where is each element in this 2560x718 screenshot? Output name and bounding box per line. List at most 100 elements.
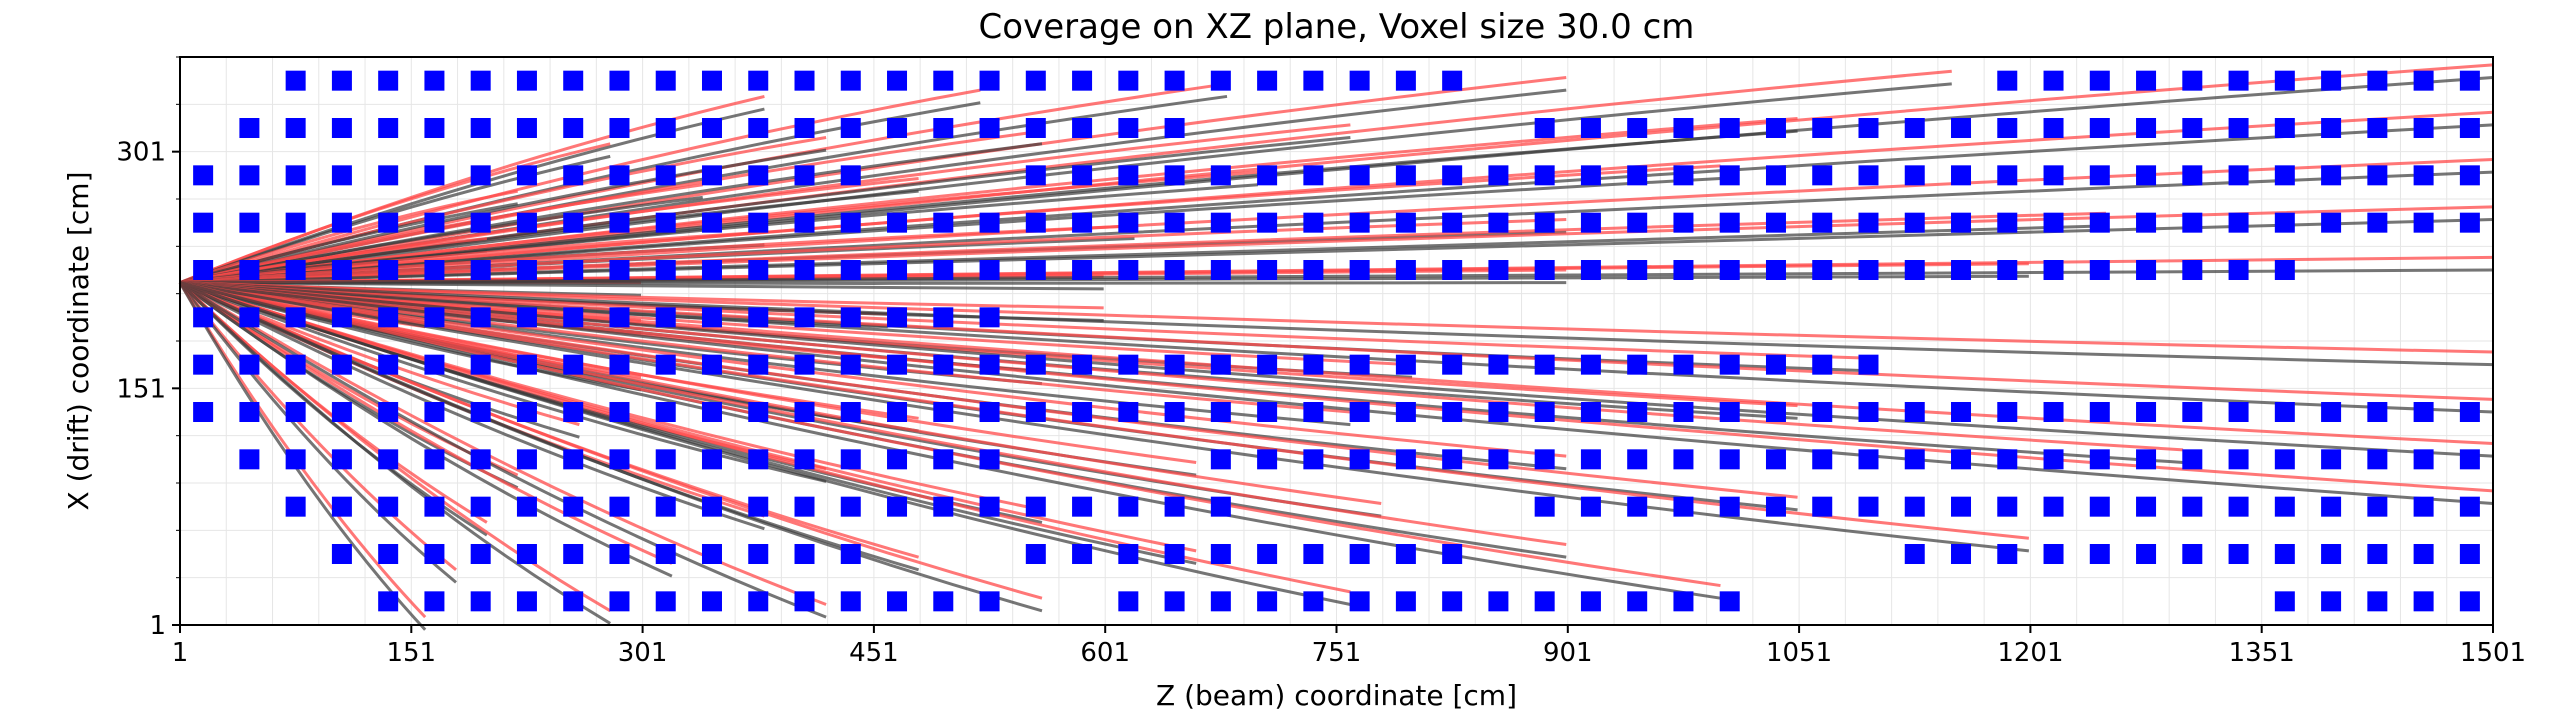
voxel-marker xyxy=(239,118,260,138)
voxel-marker xyxy=(979,70,1000,91)
voxel-marker xyxy=(1580,591,1601,612)
voxel-marker xyxy=(1349,544,1370,564)
voxel-marker xyxy=(1765,118,1786,138)
voxel-marker xyxy=(2043,449,2064,470)
track-line-true xyxy=(178,281,457,571)
voxel-marker xyxy=(794,591,815,612)
voxel-marker xyxy=(1997,118,2018,138)
voxel-marker xyxy=(1118,118,1139,138)
voxel-marker xyxy=(1072,402,1093,422)
voxel-marker xyxy=(1210,402,1231,422)
voxel-marker xyxy=(1997,496,2018,517)
voxel-marker xyxy=(285,70,306,91)
voxel-marker xyxy=(378,70,399,91)
voxel-marker xyxy=(840,449,861,470)
voxel-marker xyxy=(1719,260,1740,280)
voxel-marker xyxy=(331,307,352,328)
voxel-marker xyxy=(516,212,537,233)
voxel-marker xyxy=(1442,260,1463,280)
voxel-marker xyxy=(887,307,908,328)
voxel-marker xyxy=(1072,544,1093,564)
voxel-markers xyxy=(193,70,2480,612)
voxel-marker xyxy=(748,165,769,186)
voxel-marker xyxy=(1349,449,1370,470)
voxel-marker xyxy=(2182,70,2203,91)
voxel-marker xyxy=(424,354,445,375)
voxel-marker xyxy=(1257,544,1278,564)
voxel-marker xyxy=(1210,544,1231,564)
voxel-marker xyxy=(424,544,445,564)
voxel-marker xyxy=(1580,496,1601,517)
voxel-marker xyxy=(1118,212,1139,233)
voxel-marker xyxy=(563,70,584,91)
voxel-marker xyxy=(2459,118,2480,138)
voxel-marker xyxy=(470,449,491,470)
voxel-marker xyxy=(1118,544,1139,564)
voxel-marker xyxy=(331,212,352,233)
voxel-marker xyxy=(424,212,445,233)
voxel-marker xyxy=(979,496,1000,517)
voxel-marker xyxy=(1072,165,1093,186)
voxel-marker xyxy=(1488,354,1509,375)
voxel-marker xyxy=(516,354,537,375)
voxel-marker xyxy=(1673,260,1694,280)
voxel-marker xyxy=(1488,212,1509,233)
voxel-marker xyxy=(979,402,1000,422)
voxel-marker xyxy=(424,118,445,138)
voxel-marker xyxy=(239,165,260,186)
voxel-marker xyxy=(193,260,214,280)
voxel-marker xyxy=(2182,496,2203,517)
voxel-marker xyxy=(2136,212,2157,233)
voxel-marker xyxy=(1627,449,1648,470)
x-tick-label: 751 xyxy=(1312,638,1362,668)
track-line-fit xyxy=(179,281,827,483)
voxel-marker xyxy=(1303,591,1324,612)
voxel-marker xyxy=(887,260,908,280)
voxel-marker xyxy=(1673,402,1694,422)
voxel-marker xyxy=(1210,591,1231,612)
voxel-marker xyxy=(655,165,676,186)
voxel-marker xyxy=(2367,496,2388,517)
voxel-marker xyxy=(1951,118,1972,138)
voxel-marker xyxy=(1395,212,1416,233)
voxel-marker xyxy=(887,354,908,375)
voxel-marker xyxy=(887,212,908,233)
voxel-marker xyxy=(331,354,352,375)
voxel-marker xyxy=(2228,496,2249,517)
voxel-marker xyxy=(1303,165,1324,186)
voxel-marker xyxy=(1951,212,1972,233)
voxel-marker xyxy=(1719,354,1740,375)
voxel-marker xyxy=(701,544,722,564)
voxel-marker xyxy=(1025,496,1046,517)
voxel-marker xyxy=(2228,260,2249,280)
track-line-true xyxy=(179,142,611,285)
voxel-marker xyxy=(1673,118,1694,138)
voxel-marker xyxy=(1025,118,1046,138)
voxel-marker xyxy=(655,402,676,422)
voxel-marker xyxy=(2459,591,2480,612)
voxel-marker xyxy=(887,449,908,470)
voxel-marker xyxy=(1442,70,1463,91)
voxel-marker xyxy=(378,165,399,186)
x-tick-label: 1051 xyxy=(1766,638,1832,668)
voxel-marker xyxy=(2089,544,2110,564)
voxel-marker xyxy=(1257,212,1278,233)
voxel-marker xyxy=(1210,260,1231,280)
voxel-marker xyxy=(2274,496,2295,517)
voxel-marker xyxy=(1442,212,1463,233)
voxel-marker xyxy=(2136,449,2157,470)
voxel-marker xyxy=(1858,212,1879,233)
track-line-fit xyxy=(178,281,457,584)
voxel-marker xyxy=(1534,402,1555,422)
voxel-marker xyxy=(609,402,630,422)
voxel-marker xyxy=(378,354,399,375)
voxel-marker xyxy=(1118,496,1139,517)
voxel-marker xyxy=(1395,354,1416,375)
voxel-marker xyxy=(1534,118,1555,138)
voxel-marker xyxy=(285,165,306,186)
voxel-marker xyxy=(2367,165,2388,186)
voxel-marker xyxy=(794,354,815,375)
voxel-marker xyxy=(2089,212,2110,233)
voxel-marker xyxy=(470,260,491,280)
